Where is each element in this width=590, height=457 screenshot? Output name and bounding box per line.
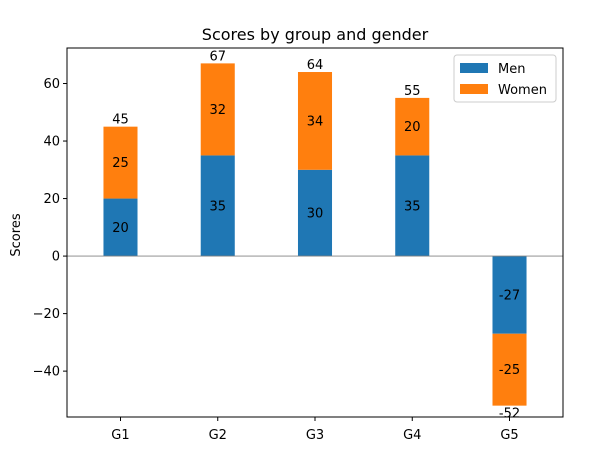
bar-women-g4 [395,97,430,156]
bar-value-label-women-g2: 32 [209,103,226,118]
bar-total-label-g3: 64 [307,58,324,73]
x-ticks-layer: G1 G2 G3 G4 G5 [111,417,519,443]
bar-women-g2 [200,63,235,156]
bar-men-g2 [200,155,235,257]
y-tick-label: 0 [52,250,60,265]
legend-label-women: Women [498,83,547,98]
bar-labels-layer: 20 25 45 35 32 67 30 34 64 35 20 55 -27 -25 -52 [112,49,520,421]
bar-men-g1 [103,198,138,257]
x-tick-label-g5: G5 [500,428,518,443]
y-tick-label: 20 [43,192,60,207]
y-axis-label: Scores [9,213,24,256]
bar-value-label-women-g4: 20 [404,120,421,135]
legend-swatch-women [460,84,488,94]
legend-label-men: Men [498,62,525,77]
legend-swatch-men [460,63,488,73]
bar-value-label-men-g4: 35 [404,199,421,214]
bar-men-g5 [492,256,527,334]
y-tick-label: −20 [33,307,60,322]
x-tick-label-g4: G4 [403,428,421,443]
bar-value-label-women-g5: -25 [499,363,520,378]
bar-value-label-men-g3: 30 [307,206,324,221]
bar-value-label-men-g5: -27 [499,288,520,303]
bar-total-label-g1: 45 [112,113,129,128]
y-ticks-layer: −40 −20 0 20 40 60 [33,77,67,380]
bar-women-g5 [492,333,527,406]
bar-women-g3 [297,72,333,170]
bar-value-label-men-g1: 20 [112,221,129,236]
x-tick-label-g1: G1 [111,428,129,443]
bar-total-label-g5: -52 [499,407,520,422]
bar-value-label-women-g3: 34 [307,114,324,129]
bar-women-g1 [103,126,138,199]
legend: Men Women [453,54,557,103]
y-tick-label: −40 [33,365,60,380]
bar-value-label-women-g1: 25 [112,156,129,171]
x-tick-label-g2: G2 [209,428,227,443]
bar-total-label-g4: 55 [404,84,421,99]
chart-title: Scores by group and gender [202,25,429,44]
bar-men-g3 [297,169,333,257]
bar-men-g4 [395,155,430,257]
y-tick-label: 60 [43,77,60,92]
bar-total-label-g2: 67 [209,49,226,64]
bar-value-label-men-g2: 35 [209,199,226,214]
y-tick-label: 40 [43,135,60,150]
bars-layer [103,63,527,406]
x-tick-label-g3: G3 [306,428,324,443]
